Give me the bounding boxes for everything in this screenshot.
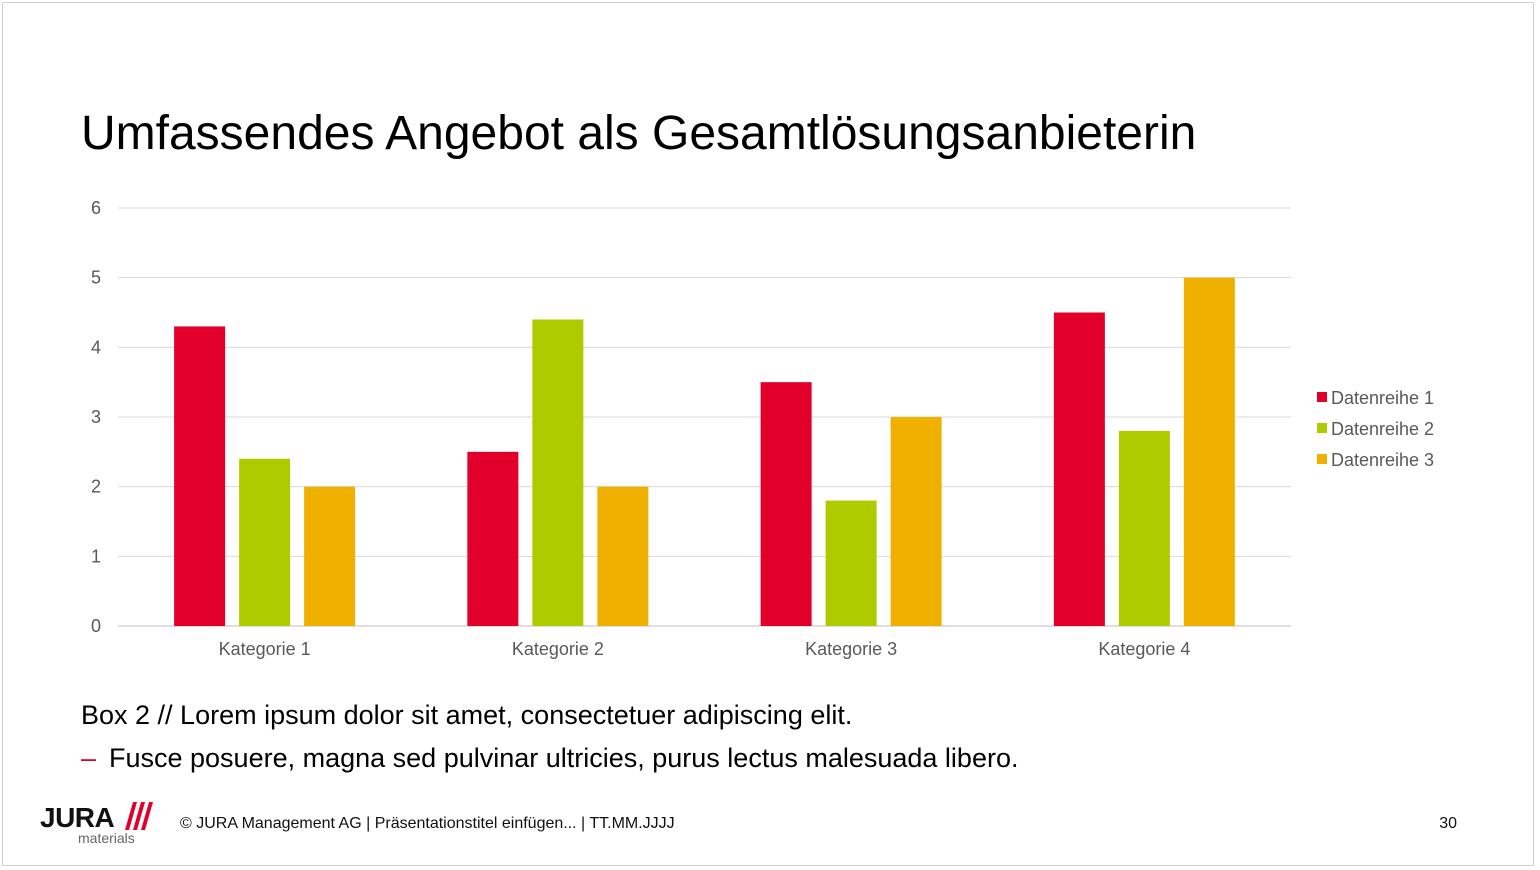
bullet-text: Fusce posuere, magna sed pulvinar ultric…	[109, 743, 1019, 773]
legend-swatch	[1317, 454, 1327, 464]
bar	[304, 486, 356, 626]
y-tick-label: 4	[91, 337, 101, 357]
legend-swatch	[1317, 423, 1327, 433]
chart-gridlines	[118, 207, 1291, 627]
x-tick-label: Kategorie 1	[219, 639, 311, 659]
bar	[467, 451, 519, 626]
y-tick-label: 5	[91, 268, 101, 288]
chart-legend: Datenreihe 1 Datenreihe 2 Datenreihe 3	[1317, 388, 1434, 470]
bar	[825, 500, 877, 626]
legend-label: Datenreihe 1	[1331, 388, 1434, 408]
logo-slashes-icon	[125, 802, 153, 830]
jura-logo: JURA materials	[40, 800, 160, 848]
chart-bars	[174, 277, 1235, 626]
bar	[1118, 430, 1170, 626]
bullet-item: – Fusce posuere, magna sed pulvinar ultri…	[81, 740, 1018, 776]
y-axis-tick-labels: 0 1 2 3 4 5 6	[91, 198, 101, 636]
bar	[760, 382, 812, 626]
legend-swatch	[1317, 392, 1327, 402]
y-tick-label: 3	[91, 407, 101, 427]
logo-wordmark: JURA	[40, 802, 115, 833]
slide-title: Umfassendes Angebot als Gesamtlösungsanb…	[81, 107, 1197, 160]
bar	[532, 319, 584, 626]
y-tick-label: 1	[91, 546, 101, 566]
bar	[890, 417, 942, 626]
bar	[174, 326, 226, 626]
bar	[1183, 277, 1235, 626]
legend-label: Datenreihe 2	[1331, 419, 1434, 439]
y-tick-label: 0	[91, 616, 101, 636]
x-tick-label: Kategorie 2	[512, 639, 604, 659]
bar	[597, 486, 649, 626]
x-tick-label: Kategorie 4	[1098, 639, 1190, 659]
body-text: Box 2 // Lorem ipsum dolor sit amet, con…	[81, 700, 853, 730]
y-tick-label: 6	[91, 198, 101, 218]
page-number: 30	[1439, 815, 1457, 832]
x-axis-tick-labels: Kategorie 1 Kategorie 2 Kategorie 3 Kategor…	[219, 639, 1191, 659]
legend-label: Datenreihe 3	[1331, 450, 1434, 470]
bar	[1053, 312, 1105, 626]
y-tick-label: 2	[91, 477, 101, 497]
logo-subtitle: materials	[78, 830, 135, 846]
footer-text: © JURA Management AG | Präsentationstite…	[180, 815, 675, 832]
bar	[239, 458, 291, 626]
bullet-dash: –	[81, 743, 97, 773]
x-tick-label: Kategorie 3	[805, 639, 897, 659]
